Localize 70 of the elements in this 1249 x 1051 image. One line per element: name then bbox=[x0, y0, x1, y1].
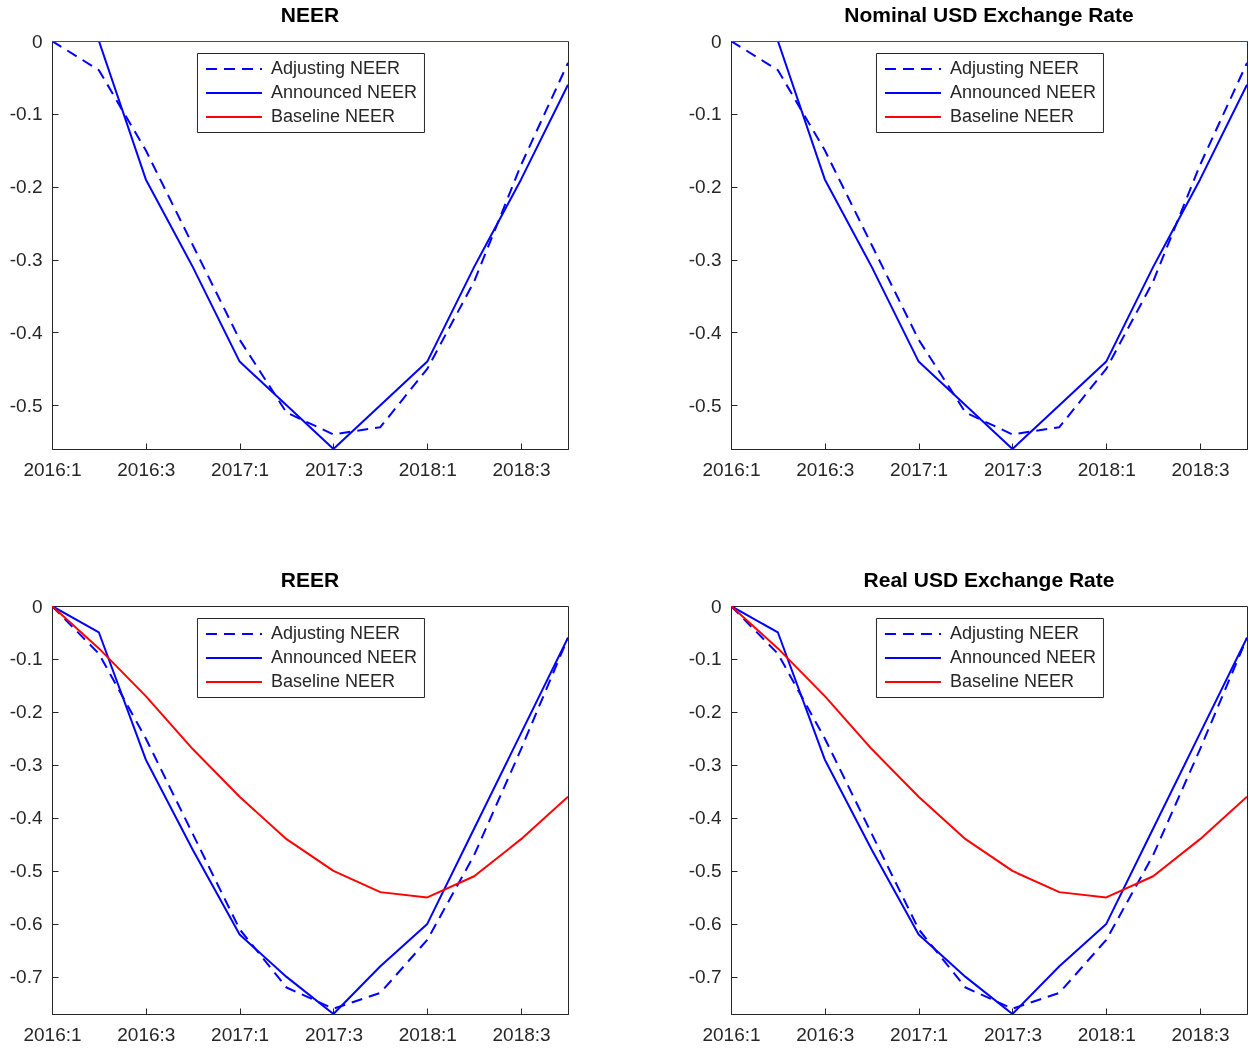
legend-label: Baseline NEER bbox=[949, 106, 1075, 126]
x-tick-label: 2016:1 bbox=[23, 458, 82, 480]
y-tick-label: -0.5 bbox=[9, 860, 43, 882]
x-tick-label: 2016:3 bbox=[117, 1023, 176, 1045]
y-tick-label: -0.4 bbox=[688, 807, 722, 829]
y-tick-label: -0.5 bbox=[688, 860, 722, 882]
x-tick-label: 2017:3 bbox=[983, 1023, 1043, 1045]
y-tick-label: -0.1 bbox=[688, 648, 722, 670]
x-tick-label: 2016:3 bbox=[796, 458, 855, 480]
x-tick-label: 2016:1 bbox=[702, 458, 761, 480]
x-tick-label: 2016:3 bbox=[796, 1023, 855, 1045]
legend-label: Baseline NEER bbox=[270, 671, 396, 691]
x-tick-label: 2017:3 bbox=[304, 1023, 364, 1045]
y-tick-label: -0.4 bbox=[688, 321, 722, 343]
y-tick-label: -0.2 bbox=[688, 701, 722, 723]
legend-label: Announced NEER bbox=[949, 647, 1097, 667]
x-tick-label: 2018:3 bbox=[492, 458, 551, 480]
y-tick-label: -0.3 bbox=[688, 754, 722, 776]
y-tick-label: -0.7 bbox=[688, 966, 722, 988]
legend-label: Announced NEER bbox=[949, 82, 1097, 102]
x-tick-label: 2018:3 bbox=[492, 1023, 551, 1045]
legend-label: Announced NEER bbox=[270, 82, 418, 102]
x-tick-label: 2018:1 bbox=[398, 458, 457, 480]
y-tick-label: -0.6 bbox=[9, 913, 43, 935]
y-tick-label: -0.2 bbox=[688, 176, 722, 198]
y-tick-label: -0.6 bbox=[688, 913, 722, 935]
x-tick-label: 2016:1 bbox=[23, 1023, 82, 1045]
y-tick-label: 0 bbox=[710, 30, 722, 52]
y-tick-label: -0.2 bbox=[9, 701, 43, 723]
y-tick-label: -0.3 bbox=[9, 249, 43, 271]
y-tick-label: 0 bbox=[710, 595, 722, 617]
x-tick-label: 2016:3 bbox=[117, 458, 176, 480]
x-tick-label: 2017:1 bbox=[890, 458, 949, 480]
x-tick-label: 2017:1 bbox=[211, 458, 270, 480]
x-tick-label: 2018:3 bbox=[1171, 458, 1230, 480]
y-tick-label: 0 bbox=[31, 595, 43, 617]
x-tick-label: 2018:3 bbox=[1171, 1023, 1230, 1045]
legend-label: Baseline NEER bbox=[949, 671, 1075, 691]
legend-label: Adjusting NEER bbox=[270, 623, 401, 643]
legend-label: Baseline NEER bbox=[270, 106, 396, 126]
y-tick-label: -0.1 bbox=[9, 648, 43, 670]
y-tick-label: -0.4 bbox=[9, 321, 43, 343]
line-series bbox=[731, 606, 1247, 899]
chart-title: NEER bbox=[280, 3, 340, 26]
x-tick-label: 2018:1 bbox=[1077, 1023, 1136, 1045]
y-tick-label: -0.7 bbox=[9, 966, 43, 988]
legend-label: Adjusting NEER bbox=[270, 58, 401, 78]
chart-title: Real USD Exchange Rate bbox=[863, 568, 1115, 591]
line-series bbox=[52, 606, 568, 899]
chart-title: Nominal USD Exchange Rate bbox=[844, 3, 1134, 26]
x-tick-label: 2017:1 bbox=[211, 1023, 270, 1045]
x-tick-label: 2016:1 bbox=[702, 1023, 761, 1045]
x-tick-label: 2017:1 bbox=[890, 1023, 949, 1045]
legend-label: Adjusting NEER bbox=[949, 623, 1080, 643]
legend-label: Adjusting NEER bbox=[949, 58, 1080, 78]
y-tick-label: -0.2 bbox=[9, 176, 43, 198]
y-tick-label: -0.5 bbox=[688, 394, 722, 416]
y-tick-label: -0.3 bbox=[9, 754, 43, 776]
y-tick-label: -0.3 bbox=[688, 249, 722, 271]
x-tick-label: 2018:1 bbox=[1077, 458, 1136, 480]
legend-label: Announced NEER bbox=[270, 647, 418, 667]
chart-title: REER bbox=[280, 568, 340, 591]
y-tick-label: -0.1 bbox=[9, 103, 43, 125]
y-tick-label: -0.1 bbox=[688, 103, 722, 125]
x-tick-label: 2017:3 bbox=[304, 458, 364, 480]
y-tick-label: -0.5 bbox=[9, 394, 43, 416]
y-tick-label: 0 bbox=[31, 30, 43, 52]
x-tick-label: 2017:3 bbox=[983, 458, 1043, 480]
y-tick-label: -0.4 bbox=[9, 807, 43, 829]
x-tick-label: 2018:1 bbox=[398, 1023, 457, 1045]
